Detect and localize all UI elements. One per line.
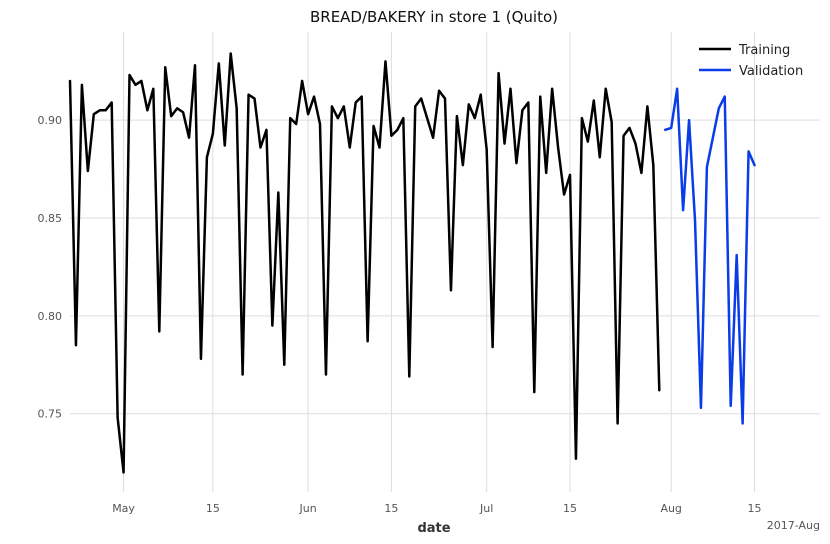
y-axis-ticks: 0.75 0.80 0.85 0.90: [38, 114, 63, 421]
y-tick-label: 0.85: [38, 212, 63, 225]
x-tick-label: 15: [384, 502, 398, 515]
series-line-training: [68, 52, 661, 474]
x-tick-label: Aug: [660, 502, 681, 515]
chart-title: BREAD/BAKERY in store 1 (Quito): [310, 8, 558, 26]
legend-label-training: Training: [738, 43, 790, 58]
y-tick-label: 0.80: [38, 310, 63, 323]
x-tick-label: Jul: [479, 502, 493, 515]
x-axis-label: date: [417, 521, 450, 536]
x-tick-label: 15: [748, 502, 762, 515]
x-tick-label: 15: [563, 502, 577, 515]
x-tick-label: May: [112, 502, 135, 515]
x-axis-offset-label: 2017-Aug: [767, 519, 820, 532]
y-tick-label: 0.90: [38, 114, 63, 127]
legend-label-validation: Validation: [739, 64, 803, 79]
legend: Training Validation: [699, 43, 803, 79]
x-tick-label: Jun: [299, 502, 317, 515]
y-tick-label: 0.75: [38, 408, 63, 421]
x-axis-ticks: May 15 Jun 15 Jul 15 Aug 15: [112, 502, 761, 515]
x-tick-label: 15: [206, 502, 220, 515]
series-line-validation: [663, 87, 756, 425]
series-lines: [68, 52, 756, 474]
